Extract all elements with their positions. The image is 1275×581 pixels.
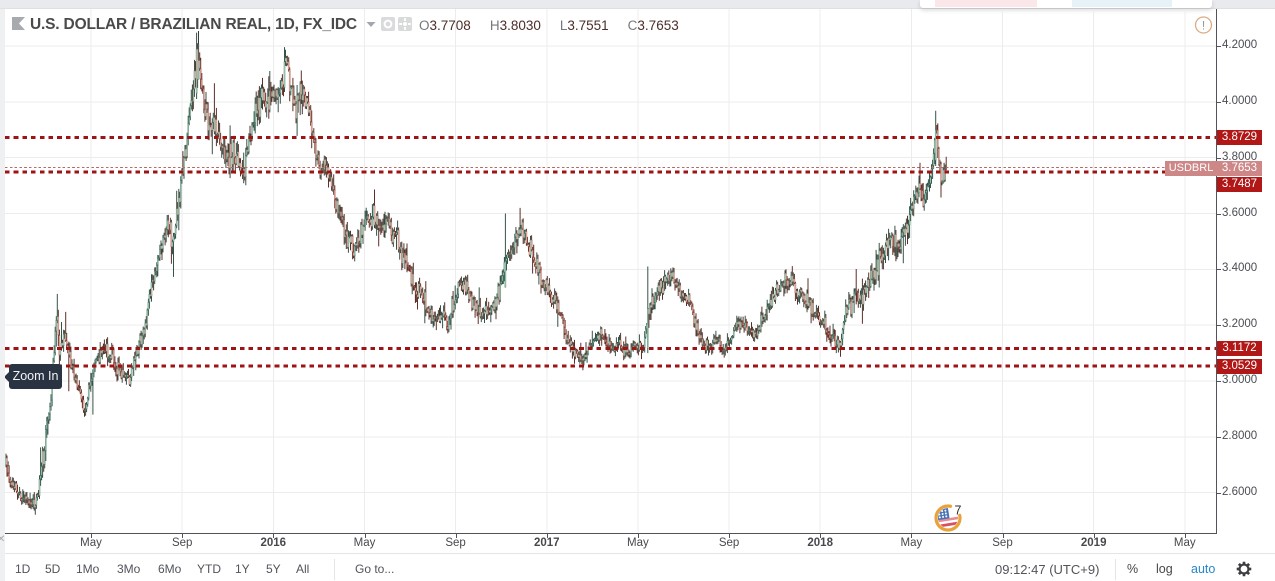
svg-text:7: 7 — [955, 504, 962, 518]
svg-text:!: ! — [1202, 18, 1205, 32]
